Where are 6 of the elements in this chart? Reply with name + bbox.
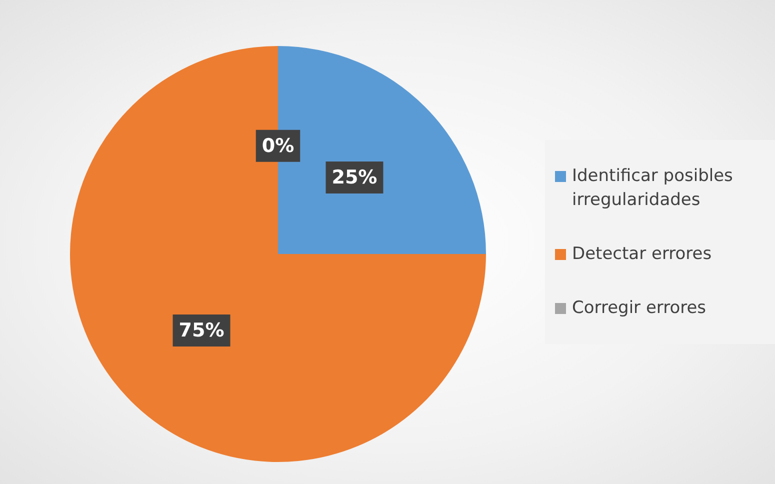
legend-label: Identificar posibles irregularidades (572, 165, 734, 212)
legend-label: Detectar errores (572, 243, 712, 266)
text: 0% (262, 134, 294, 157)
legend-label: Corregir errores (572, 297, 706, 320)
data-label: 25% (332, 166, 378, 188)
data-label: 75% (178, 319, 224, 342)
